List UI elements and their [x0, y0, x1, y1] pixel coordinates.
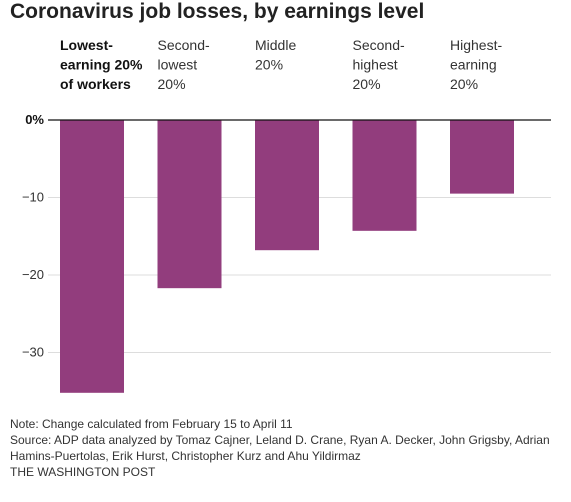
- bar: [450, 120, 514, 194]
- chart-note: Note: Change calculated from February 15…: [10, 417, 293, 431]
- bars: [60, 120, 514, 393]
- publisher-credit: THE WASHINGTON POST: [10, 465, 156, 479]
- category-label-line: of workers: [60, 76, 131, 92]
- category-label-line: earning 20%: [60, 57, 143, 73]
- category-label-line: earning: [450, 57, 497, 73]
- chart-source: Source: ADP data analyzed by Tomaz Cajne…: [10, 433, 550, 463]
- category-label-line: Second-: [158, 37, 210, 53]
- footnotes: Note: Change calculated from February 15…: [10, 416, 562, 480]
- category-label: Second-highest 20%: [353, 37, 405, 92]
- category-label-line: lowest: [158, 57, 198, 73]
- bar: [157, 120, 222, 289]
- category-label-line: 20%: [450, 76, 478, 92]
- category-labels: Lowest-earning 20% of workers Second-lowes…: [60, 37, 502, 92]
- category-label-line: Second-: [353, 37, 405, 53]
- category-label-line: highest: [353, 57, 398, 73]
- y-tick-label: −20: [22, 267, 44, 282]
- y-tick-labels: 0% −10 −20 −30: [22, 112, 44, 360]
- category-label-line: Highest-: [450, 37, 502, 53]
- bar-chart: 0% −10 −20 −30 Lowest-earning 20% of workers…: [22, 37, 551, 393]
- category-label-line: Middle: [255, 37, 296, 53]
- category-label-line: 20%: [353, 76, 381, 92]
- y-tick-label: 0%: [25, 112, 44, 127]
- category-label: Second-lowest 20%: [158, 37, 210, 92]
- y-tick-label: −30: [22, 345, 44, 360]
- category-label-line: 20%: [255, 57, 283, 73]
- category-label-line: Lowest-: [60, 37, 113, 53]
- category-label: Lowest-earning 20% of workers: [60, 37, 143, 92]
- category-label-line: 20%: [158, 76, 186, 92]
- y-tick-label: −10: [22, 190, 44, 205]
- category-label: Middle 20%: [255, 37, 296, 73]
- bar: [255, 120, 319, 251]
- category-label: Highest-earning 20%: [450, 37, 502, 92]
- chart-title: Coronavirus job losses, by earnings leve…: [10, 0, 425, 23]
- bar: [352, 120, 417, 231]
- bar: [60, 120, 124, 393]
